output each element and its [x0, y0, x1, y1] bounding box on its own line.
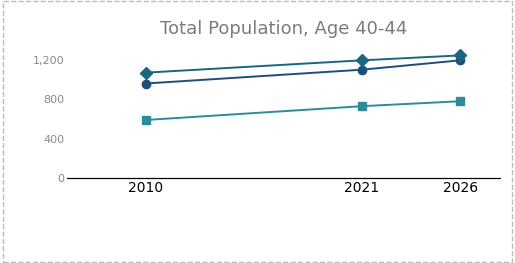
5 miles [143, 71, 149, 74]
5 miles [359, 59, 365, 62]
5 miles [457, 54, 464, 57]
1 mile [143, 82, 149, 85]
1 mile [359, 68, 365, 71]
3 miles [359, 105, 365, 108]
1 mile [457, 59, 464, 62]
Line: 1 mile: 1 mile [142, 56, 465, 88]
3 miles [457, 100, 464, 103]
3 miles [143, 118, 149, 122]
Title: Total Population, Age 40-44: Total Population, Age 40-44 [160, 20, 407, 38]
Line: 3 miles: 3 miles [142, 97, 465, 124]
Line: 5 miles: 5 miles [142, 51, 465, 77]
